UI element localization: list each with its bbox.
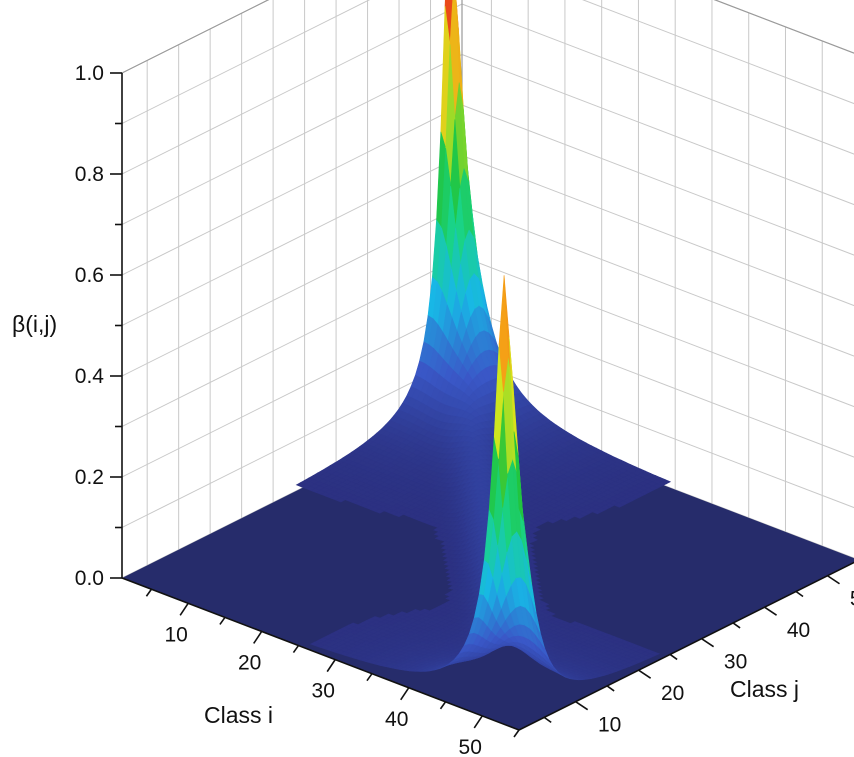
label-layer: β(i,j) Class i Class j — [12, 311, 799, 728]
x-tick-label: 40 — [385, 708, 408, 731]
y-minor-tick — [669, 653, 678, 661]
surface-cell — [613, 502, 625, 508]
grid-line — [121, 54, 463, 225]
x-tick — [179, 602, 189, 616]
x-tick — [473, 715, 483, 729]
grid-line — [121, 3, 463, 175]
y-tick-label: 50 — [850, 588, 854, 611]
x-tick — [400, 687, 410, 701]
x-minor-tick — [439, 701, 447, 710]
z-tick-label: 1.0 — [75, 62, 104, 85]
z-tick-label: 0.8 — [75, 163, 104, 186]
box-edge — [121, 0, 270, 74]
axis-layer: 0.0 0.2 0.4 0.6 0.8 1.0 10 20 30 40 50 10 20 30 40 50 — [75, 62, 854, 757]
x-tick — [253, 631, 263, 644]
x-tick-label: 10 — [164, 623, 187, 646]
surface-cell — [591, 509, 603, 515]
surface-cell — [393, 512, 405, 518]
grid-line — [461, 256, 854, 408]
z-tick-label: 0.6 — [75, 264, 104, 287]
y-tick-label: 10 — [598, 714, 621, 737]
x-axis-title: Class i — [204, 702, 273, 728]
grid-layer — [121, 0, 854, 579]
grid-line — [121, 104, 463, 276]
y-tick — [575, 701, 589, 711]
z-tick-label: 0.0 — [75, 567, 104, 590]
grid-line — [121, 0, 270, 74]
grid-line — [713, 0, 854, 54]
y-axis-title: Class j — [730, 676, 799, 702]
grid-line — [461, 155, 854, 307]
y-tick-label: 40 — [787, 619, 810, 642]
y-minor-tick — [795, 590, 804, 598]
y-tick-label: 30 — [724, 651, 747, 674]
grid-line — [121, 0, 371, 124]
x-minor-tick — [219, 616, 226, 625]
grid-line — [121, 155, 463, 326]
surface-cell — [560, 516, 572, 522]
grid-line — [582, 0, 854, 105]
grid-line — [461, 205, 854, 357]
z-tick-label: 0.2 — [75, 466, 104, 489]
surface-cell — [513, 431, 524, 521]
x-tick-label: 20 — [238, 651, 261, 674]
surface-cell — [574, 513, 585, 519]
y-tick — [638, 669, 652, 679]
grid-line — [461, 104, 854, 256]
x-minor-tick — [145, 588, 153, 597]
y-tick — [764, 606, 777, 616]
z-tick-label: 0.4 — [75, 365, 105, 388]
x-tick — [326, 659, 336, 673]
grid-line — [461, 3, 854, 155]
surface-layer — [122, 0, 854, 730]
x-minor-tick — [513, 729, 520, 738]
surface-cell — [547, 518, 558, 524]
x-tick-label: 30 — [312, 680, 335, 703]
x-minor-tick — [292, 645, 300, 654]
y-minor-tick — [543, 716, 552, 724]
y-tick — [827, 575, 840, 585]
x-tick-label: 50 — [459, 736, 482, 757]
grid-line — [121, 205, 463, 377]
grid-line — [461, 54, 854, 206]
x-minor-tick — [366, 673, 373, 682]
y-minor-tick — [606, 685, 615, 692]
z-axis-title: β(i,j) — [12, 311, 57, 337]
y-tick-label: 20 — [661, 682, 684, 705]
y-minor-tick — [732, 622, 741, 629]
box-edge — [713, 0, 854, 54]
y-tick — [701, 638, 715, 648]
